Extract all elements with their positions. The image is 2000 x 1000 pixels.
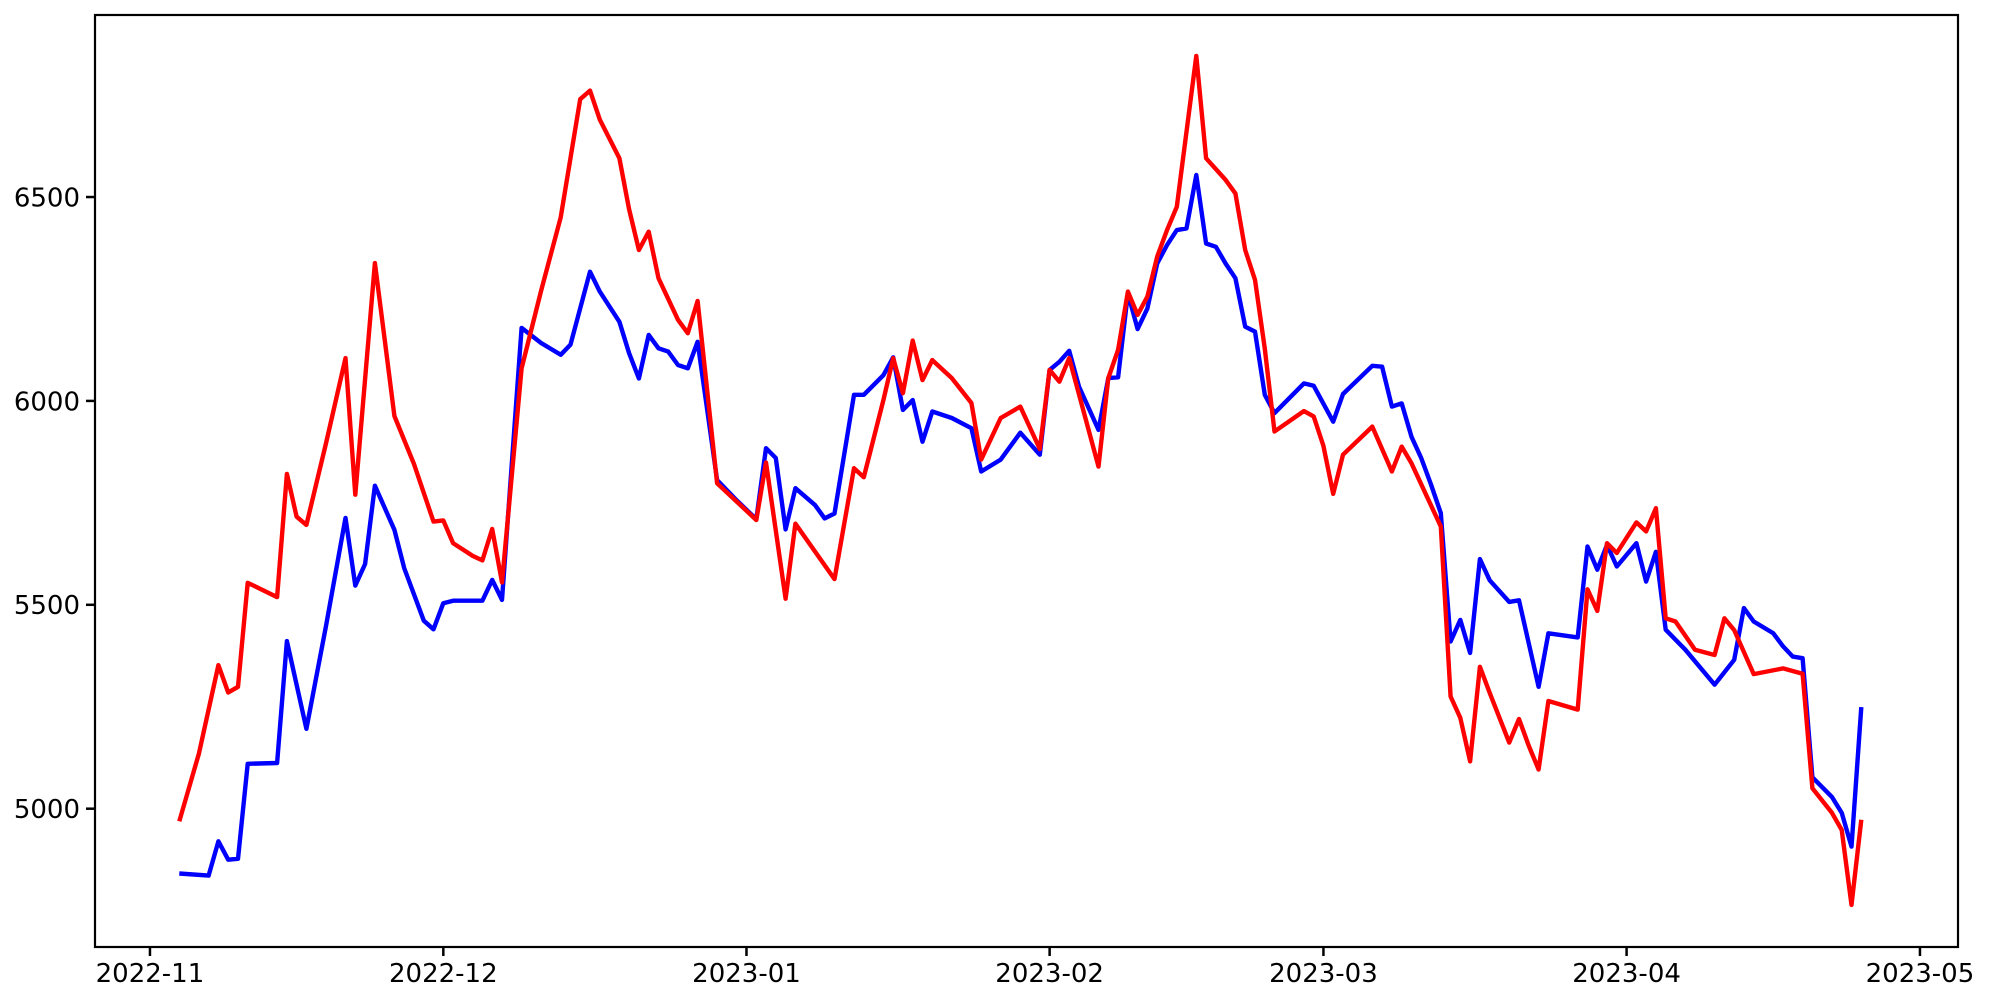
red-line	[177, 53, 1864, 908]
y-tick-label-1: 5500	[14, 591, 80, 621]
blue-line	[179, 172, 1864, 878]
y-tick-label-2: 6000	[14, 387, 80, 417]
y-tick-label-3: 6500	[14, 183, 80, 213]
plot-border	[93, 13, 1960, 949]
x-tick-label-1: 2022-12	[389, 959, 498, 989]
x-tick-label-4: 2023-03	[1269, 959, 1378, 989]
x-tick-label-3: 2023-02	[995, 959, 1104, 989]
x-tick-label-2: 2023-01	[692, 959, 801, 989]
x-tick-label-6: 2023-05	[1866, 959, 1975, 989]
y-tick-label-0: 5000	[14, 795, 80, 825]
x-tick-label-5: 2023-04	[1572, 959, 1681, 989]
x-tick-label-0: 2022-11	[96, 959, 205, 989]
